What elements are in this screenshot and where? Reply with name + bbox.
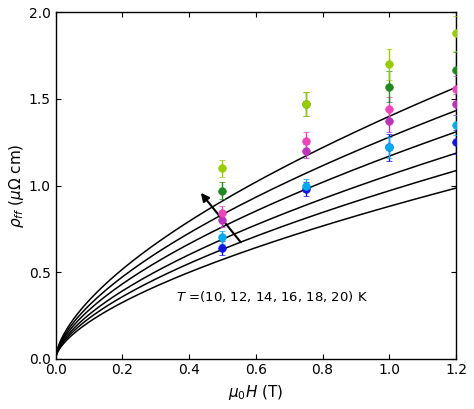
X-axis label: $\mu_0 H$ (T): $\mu_0 H$ (T) — [228, 383, 283, 402]
Y-axis label: $\rho_{ff}$ ($\mu\Omega$ cm): $\rho_{ff}$ ($\mu\Omega$ cm) — [7, 143, 26, 228]
Text: $T$ =(10, 12, 14, 16, 18, 20) K: $T$ =(10, 12, 14, 16, 18, 20) K — [176, 289, 368, 304]
